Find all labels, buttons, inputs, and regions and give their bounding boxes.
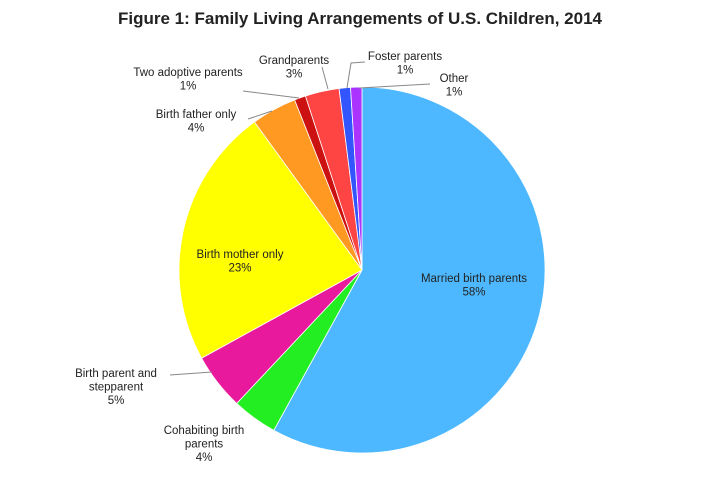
pie-slice-other xyxy=(350,86,363,271)
slice-label-stepparent: Birth parent and xyxy=(75,368,157,380)
chart-title: Figure 1: Family Living Arrangements of … xyxy=(118,9,602,28)
slice-value-adoptive: 1% xyxy=(180,81,197,93)
slice-label-other: Other xyxy=(440,73,469,85)
leader-line-adoptive xyxy=(242,90,300,99)
slice-value-grandparents: 3% xyxy=(286,69,303,81)
slice-label-cohabiting: Cohabiting birth xyxy=(164,425,245,437)
pie-slices xyxy=(178,86,546,454)
slice-value-cohabiting: 4% xyxy=(196,452,213,464)
slice-label-father: Birth father only xyxy=(156,109,237,121)
slice-value-stepparent: 5% xyxy=(108,395,125,407)
slice-label-foster: Foster parents xyxy=(368,51,442,63)
leader-line-stepparent xyxy=(169,371,213,376)
leader-line-grandparents xyxy=(321,66,329,90)
slice-value-mother: 23% xyxy=(228,263,251,275)
pie-labels: Married birth parents 58% Cohabiting birth… xyxy=(75,51,527,464)
slice-value-foster: 1% xyxy=(397,65,414,77)
leader-line-foster xyxy=(346,61,366,89)
slice-label-adoptive: Two adoptive parents xyxy=(133,67,243,79)
slice-value-married: 58% xyxy=(462,287,485,299)
slice-label-mother: Birth mother only xyxy=(197,249,284,261)
leader-line-father xyxy=(247,110,273,120)
slice-value-other: 1% xyxy=(446,87,463,99)
pie-slice-mother xyxy=(178,121,363,359)
slice-label-cohabiting: parents xyxy=(185,439,224,451)
slice-label-stepparent: stepparent xyxy=(89,382,144,394)
slice-label-grandparents: Grandparents xyxy=(259,55,330,67)
pie-slice-married xyxy=(273,86,546,454)
slice-value-father: 4% xyxy=(188,123,205,135)
slice-label-married: Married birth parents xyxy=(421,273,527,285)
leader-line-other xyxy=(358,83,431,89)
